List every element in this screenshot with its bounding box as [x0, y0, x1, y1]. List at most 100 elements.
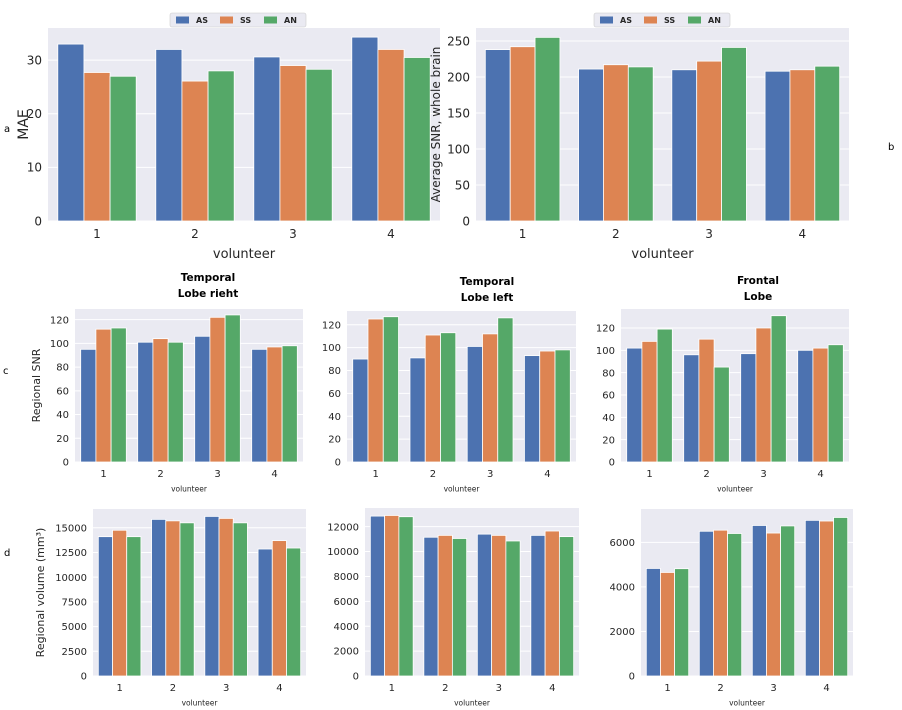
bar-AN-volunteer-3: [232, 522, 248, 677]
legend-swatch-SS: [644, 16, 657, 24]
panel-label-c: c: [3, 366, 9, 377]
bar-SS-volunteer-2: [424, 334, 441, 463]
y-tick-label: 10000: [55, 573, 87, 584]
y-tick-label: 20: [328, 435, 341, 446]
y-axis-label: Average SNR, whole brain: [429, 47, 443, 203]
bar-SS-volunteer-2: [698, 338, 715, 463]
x-tick-label: 4: [271, 469, 277, 480]
y-tick-label: 0: [335, 458, 341, 469]
bar-AN-volunteer-3: [497, 317, 514, 463]
bar-AS-volunteer-3: [204, 516, 220, 677]
bar-SS-volunteer-1: [112, 529, 128, 677]
x-tick-label: 1: [664, 683, 670, 694]
chart-snr_temporal_right: 0 20 40 60 80 100 120 1 2 3 4 volunteer Regional SNR…: [30, 272, 303, 494]
y-axis-label: Regional volume (mm³): [34, 528, 47, 658]
x-axis-label: volunteer: [454, 699, 491, 708]
bar-AS-volunteer-4: [351, 36, 379, 222]
y-tick-label: 100: [322, 343, 341, 354]
x-tick-label: 4: [817, 469, 823, 480]
bar-AS-volunteer-4: [257, 548, 273, 677]
x-tick-label: 4: [276, 683, 282, 694]
bar-AS-volunteer-2: [151, 518, 167, 677]
y-tick-label: 50: [455, 178, 470, 192]
bar-SS-volunteer-1: [660, 572, 675, 677]
y-tick-label: 200: [447, 70, 470, 84]
bar-AN-volunteer-4: [403, 57, 431, 222]
bar-SS-volunteer-3: [755, 327, 772, 463]
x-tick-label: 2: [170, 683, 176, 694]
bar-AN-volunteer-4: [286, 547, 302, 677]
bar-AN-volunteer-2: [713, 366, 730, 463]
bar-AS-volunteer-3: [740, 353, 757, 463]
bar-SS-volunteer-1: [367, 318, 384, 463]
bar-AS-volunteer-3: [476, 533, 493, 677]
x-tick-label: 1: [100, 469, 106, 480]
x-tick-label: 1: [646, 469, 652, 480]
y-tick-label: 250: [447, 34, 470, 48]
x-tick-label: 2: [191, 227, 199, 241]
x-tick-label: 3: [289, 227, 297, 241]
x-tick-label: 3: [496, 683, 502, 694]
panel-label-a: a: [4, 124, 10, 135]
bar-SS-volunteer-2: [165, 520, 181, 677]
bar-AN-volunteer-1: [382, 316, 399, 463]
bar-AN-volunteer-4: [554, 349, 571, 463]
bar-SS-volunteer-4: [819, 520, 834, 677]
bar-AN-volunteer-3: [780, 525, 796, 677]
legend-swatch-AN: [688, 16, 701, 24]
bar-AS-volunteer-1: [645, 568, 661, 677]
x-axis-label: volunteer: [717, 485, 754, 494]
y-tick-label: 0: [34, 214, 42, 228]
bar-AN-volunteer-3: [224, 314, 241, 463]
x-tick-label: 1: [372, 469, 378, 480]
bar-SS-volunteer-1: [384, 515, 400, 677]
bar-AN-volunteer-1: [674, 568, 690, 677]
legend-swatch-AS: [600, 16, 613, 24]
legend-swatch-AN: [264, 16, 277, 24]
bar-AN-volunteer-4: [827, 344, 844, 463]
y-tick-label: 40: [602, 413, 615, 424]
bar-AN-volunteer-3: [770, 315, 787, 463]
y-tick-label: 0: [63, 458, 69, 469]
bar-AS-volunteer-4: [251, 348, 268, 463]
bar-AN-volunteer-4: [833, 517, 849, 677]
y-tick-label: 100: [447, 142, 470, 156]
bar-SS-volunteer-4: [789, 69, 816, 222]
y-tick-label: 4000: [610, 583, 635, 594]
x-axis-label: volunteer: [182, 699, 219, 708]
bar-AS-volunteer-4: [804, 519, 820, 677]
chart-snr_whole: 0 50 100 150 200 250 1 2 3 4 volunteer Average SNR,…: [429, 12, 849, 262]
bar-SS-volunteer-1: [641, 340, 658, 463]
chart-title: Temporal Lobe left: [460, 276, 514, 304]
y-tick-label: 4000: [334, 622, 359, 633]
bar-AN-volunteer-1: [534, 36, 561, 222]
y-tick-label: 15000: [55, 523, 87, 534]
x-axis-label: volunteer: [444, 485, 481, 494]
y-tick-label: 120: [50, 315, 69, 326]
x-tick-label: 2: [430, 469, 436, 480]
bar-SS-volunteer-3: [218, 517, 234, 677]
bar-AN-volunteer-3: [305, 68, 333, 222]
y-tick-label: 0: [81, 672, 87, 683]
x-tick-label: 3: [223, 683, 229, 694]
x-tick-label: 2: [717, 683, 723, 694]
y-tick-label: 2000: [610, 627, 635, 638]
bar-AS-volunteer-1: [57, 43, 85, 222]
legend-label-AN: AN: [284, 16, 297, 25]
x-tick-label: 3: [487, 469, 493, 480]
bar-AS-volunteer-1: [80, 348, 97, 463]
y-tick-label: 120: [596, 324, 615, 335]
y-tick-label: 8000: [334, 572, 359, 583]
bar-AN-volunteer-4: [281, 345, 298, 463]
y-tick-label: 80: [328, 366, 341, 377]
y-tick-label: 100: [50, 339, 69, 350]
x-tick-label: 3: [214, 469, 220, 480]
y-tick-label: 0: [353, 672, 359, 683]
bar-SS-volunteer-3: [482, 333, 499, 463]
bar-SS-volunteer-3: [696, 60, 722, 222]
x-tick-label: 4: [387, 227, 395, 241]
bar-SS-volunteer-4: [271, 540, 287, 677]
y-tick-label: 0: [462, 214, 470, 228]
y-tick-label: 60: [602, 391, 615, 402]
